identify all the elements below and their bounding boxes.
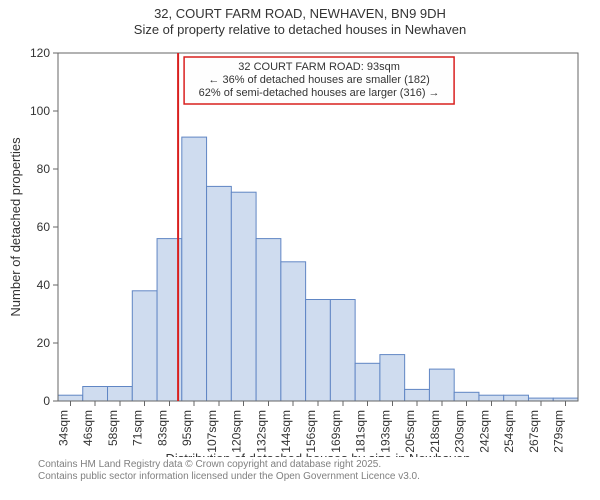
histogram-bar bbox=[355, 363, 380, 401]
histogram-bar bbox=[207, 186, 232, 401]
x-tick-label: 193sqm bbox=[378, 410, 392, 453]
x-tick-label: 58sqm bbox=[106, 410, 120, 446]
y-tick-label: 20 bbox=[37, 336, 51, 350]
footer-line-2: Contains public sector information licen… bbox=[38, 471, 600, 484]
x-tick-label: 205sqm bbox=[403, 410, 417, 453]
histogram-bar bbox=[132, 290, 157, 400]
chart-title: 32, COURT FARM ROAD, NEWHAVEN, BN9 9DH S… bbox=[0, 0, 600, 39]
y-tick-label: 40 bbox=[37, 278, 51, 292]
chart-container: 32, COURT FARM ROAD, NEWHAVEN, BN9 9DH S… bbox=[0, 0, 600, 500]
y-tick-label: 120 bbox=[30, 46, 50, 60]
histogram-bar bbox=[429, 369, 454, 401]
x-tick-label: 95sqm bbox=[180, 410, 194, 446]
histogram-bar bbox=[256, 238, 281, 400]
x-tick-label: 230sqm bbox=[453, 410, 467, 453]
histogram-bar bbox=[108, 386, 133, 401]
x-tick-label: 267sqm bbox=[527, 410, 541, 453]
histogram-bar bbox=[306, 299, 331, 401]
x-tick-label: 144sqm bbox=[279, 410, 293, 453]
x-axis-title: Distribution of detached houses by size … bbox=[166, 451, 471, 457]
y-tick-label: 0 bbox=[43, 394, 50, 408]
histogram-bar bbox=[479, 395, 504, 401]
histogram-bar bbox=[58, 395, 83, 401]
histogram-chart: 0 20 40 60 80 100 120 34sqm 46sqm 58sqm 71sqm 83sqm… bbox=[0, 39, 600, 457]
x-tick-label: 254sqm bbox=[502, 410, 516, 453]
histogram-bar bbox=[182, 137, 207, 401]
x-tick-label: 218sqm bbox=[428, 410, 442, 453]
title-subtitle: Size of property relative to detached ho… bbox=[0, 22, 600, 38]
x-tick-label: 120sqm bbox=[230, 410, 244, 453]
x-tick-label: 83sqm bbox=[155, 410, 169, 446]
x-tick-label: 107sqm bbox=[205, 410, 219, 453]
y-tick-label: 100 bbox=[30, 104, 50, 118]
y-tick-label: 80 bbox=[37, 162, 51, 176]
x-tick-label: 279sqm bbox=[552, 410, 566, 453]
histogram-bar bbox=[380, 354, 405, 400]
x-tick-label: 132sqm bbox=[254, 410, 268, 453]
x-tick-label: 34sqm bbox=[56, 410, 70, 446]
attribution-footer: Contains HM Land Registry data © Crown c… bbox=[0, 457, 600, 484]
x-tick-label: 46sqm bbox=[81, 410, 95, 446]
x-tick-label: 156sqm bbox=[304, 410, 318, 453]
callout-line: ← 36% of detached houses are smaller (18… bbox=[208, 74, 429, 86]
histogram-bar bbox=[504, 395, 529, 401]
x-tick-label: 242sqm bbox=[477, 410, 491, 453]
histogram-bar bbox=[83, 386, 108, 401]
y-tick-label: 60 bbox=[37, 220, 51, 234]
x-tick-label: 169sqm bbox=[329, 410, 343, 453]
histogram-bar bbox=[231, 192, 256, 401]
title-address: 32, COURT FARM ROAD, NEWHAVEN, BN9 9DH bbox=[0, 6, 600, 22]
x-tick-label: 181sqm bbox=[354, 410, 368, 453]
callout-line: 62% of semi-detached houses are larger (… bbox=[199, 87, 440, 99]
y-axis-title: Number of detached properties bbox=[8, 136, 23, 316]
histogram-bar bbox=[330, 299, 355, 401]
histogram-bar bbox=[281, 261, 306, 400]
x-tick-label: 71sqm bbox=[131, 410, 145, 446]
footer-line-1: Contains HM Land Registry data © Crown c… bbox=[38, 459, 600, 472]
callout-line: 32 COURT FARM ROAD: 93sqm bbox=[238, 61, 400, 73]
histogram-bar bbox=[405, 389, 430, 401]
histogram-bar bbox=[454, 392, 479, 401]
